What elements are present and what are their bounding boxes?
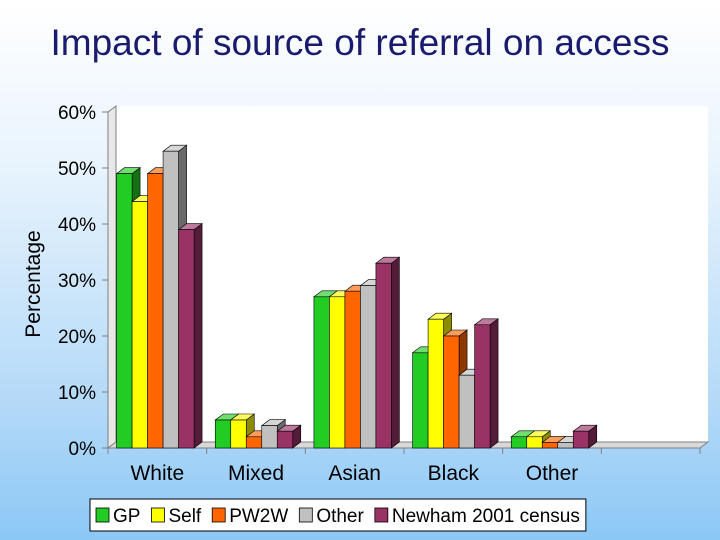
chart-title: Impact of source of referral on access <box>50 22 670 63</box>
y-tick-label: 30% <box>58 271 96 292</box>
legend-item-newham-2001-census: Newham 2001 census <box>374 506 580 527</box>
legend-label: Other <box>316 506 364 527</box>
y-tick-label: 20% <box>58 327 96 348</box>
y-tick-label: 60% <box>58 103 96 124</box>
x-category-label: Black <box>428 462 480 485</box>
plot-back-wall <box>116 106 708 442</box>
bar-newham-2001-census-black <box>473 318 499 449</box>
legend-swatch <box>151 507 165 523</box>
bar-newham-2001-census-other <box>572 424 598 449</box>
bar-newham-2001-census-asian <box>375 256 401 449</box>
x-category-label: Mixed <box>228 462 284 485</box>
y-tick-label: 40% <box>58 215 96 236</box>
legend-swatch <box>374 507 389 523</box>
x-category-label: White <box>130 462 184 485</box>
legend-item-other: Other <box>298 506 365 527</box>
legend-item-self: Self <box>151 506 202 527</box>
legend-item-pw2w: PW2W <box>211 506 288 527</box>
bar-newham-2001-census-white <box>177 223 203 449</box>
y-tick-label: 50% <box>58 159 96 180</box>
plot-side-wall <box>107 105 117 449</box>
legend-label: Newham 2001 census <box>392 506 580 527</box>
legend-swatch <box>95 507 110 523</box>
legend-swatch <box>211 507 226 523</box>
x-category-label: Asian <box>328 462 381 485</box>
legend-label: GP <box>113 506 140 527</box>
y-axis-label: Percentage <box>22 230 45 337</box>
y-tick-label: 0% <box>69 439 97 460</box>
legend-item-gp: GP <box>95 506 140 527</box>
legend-label: PW2W <box>229 506 288 527</box>
x-category-label: Other <box>526 462 579 485</box>
legend-swatch <box>298 507 313 523</box>
legend-label: Self <box>168 506 201 527</box>
legend-box <box>89 498 587 532</box>
bar-newham-2001-census-mixed <box>276 424 302 449</box>
y-tick-label: 10% <box>58 383 96 404</box>
